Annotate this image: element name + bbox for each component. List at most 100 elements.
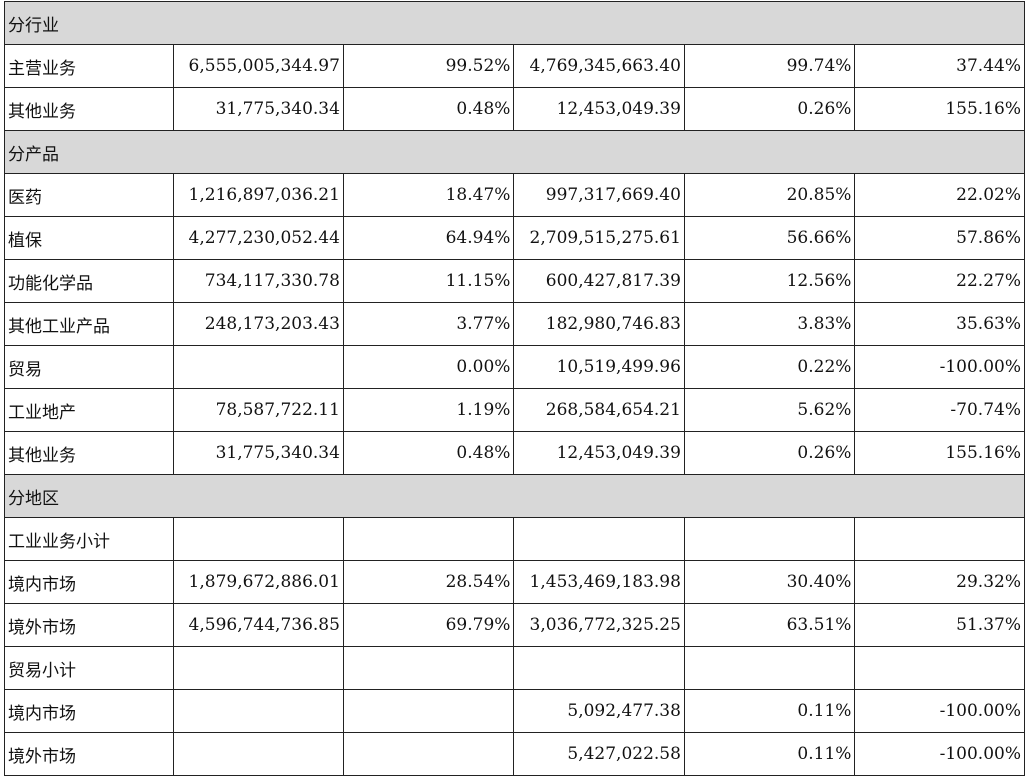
share-cell: 0.48% [342, 431, 515, 475]
change-cell: 22.02% [854, 173, 1025, 217]
prior-amount-cell: 997,317,669.40 [513, 173, 685, 217]
prior-amount-cell: 2,709,515,275.61 [513, 216, 685, 260]
row-label: 贸易 [3, 345, 175, 389]
prior-share-cell: 99.74% [683, 44, 856, 88]
amount-cell [173, 345, 344, 389]
section-header-row: 分行业 [4, 1, 1025, 45]
prior-share-cell: 0.26% [683, 431, 856, 475]
change-cell: -100.00% [854, 732, 1025, 776]
change-cell: 155.16% [854, 87, 1025, 131]
prior-share-cell: 56.66% [683, 216, 856, 260]
row-label: 医药 [3, 173, 175, 217]
amount-cell [173, 646, 344, 690]
amount-cell: 1,216,897,036.21 [173, 173, 344, 217]
table-body: 分行业 主营业务 6,555,005,344.97 99.52% 4,769,345,6… [3, 1, 1025, 776]
table-row: 境外市场 5,427,022.58 0.11% -100.00% [3, 732, 1025, 776]
share-cell: 99.52% [342, 44, 515, 88]
amount-cell: 248,173,203.43 [173, 302, 344, 346]
share-cell: 3.77% [342, 302, 515, 346]
prior-amount-cell: 182,980,746.83 [513, 302, 685, 346]
prior-amount-cell: 4,769,345,663.40 [513, 44, 685, 88]
prior-share-cell [683, 646, 856, 690]
share-cell [342, 517, 515, 561]
share-cell: 11.15% [342, 259, 515, 303]
change-cell: 57.86% [854, 216, 1025, 260]
row-label: 植保 [3, 216, 175, 260]
row-label: 境内市场 [3, 689, 175, 733]
table-row: 其他业务 31,775,340.34 0.48% 12,453,049.39 0.26%… [3, 431, 1025, 475]
section-header-row: 分产品 [4, 130, 1025, 174]
section-title: 分行业 [4, 1, 1025, 45]
table-row: 境外市场 4,596,744,736.85 69.79% 3,036,772,325.… [3, 603, 1025, 647]
change-cell: 29.32% [854, 560, 1025, 604]
row-label: 境内市场 [3, 560, 175, 604]
share-cell: 0.48% [342, 87, 515, 131]
prior-share-cell: 20.85% [683, 173, 856, 217]
amount-cell: 4,596,744,736.85 [173, 603, 344, 647]
prior-share-cell: 5.62% [683, 388, 856, 432]
row-label: 其他工业产品 [3, 302, 175, 346]
share-cell: 69.79% [342, 603, 515, 647]
prior-share-cell: 12.56% [683, 259, 856, 303]
row-label: 其他业务 [3, 431, 175, 475]
change-cell: -70.74% [854, 388, 1025, 432]
amount-cell: 31,775,340.34 [173, 87, 344, 131]
share-cell: 28.54% [342, 560, 515, 604]
row-label: 功能化学品 [3, 259, 175, 303]
table-row: 工业地产 78,587,722.11 1.19% 268,584,654.21 5.62… [3, 388, 1025, 432]
share-cell: 18.47% [342, 173, 515, 217]
prior-share-cell [683, 517, 856, 561]
section-title: 分地区 [4, 474, 1025, 518]
change-cell: -100.00% [854, 345, 1025, 389]
row-label: 工业业务小计 [3, 517, 175, 561]
prior-share-cell: 30.40% [683, 560, 856, 604]
change-cell: 35.63% [854, 302, 1025, 346]
share-cell: 1.19% [342, 388, 515, 432]
prior-amount-cell [513, 646, 685, 690]
share-cell: 0.00% [342, 345, 515, 389]
prior-share-cell: 0.11% [683, 732, 856, 776]
prior-share-cell: 0.22% [683, 345, 856, 389]
table-row: 境内市场 5,092,477.38 0.11% -100.00% [3, 689, 1025, 733]
prior-share-cell: 63.51% [683, 603, 856, 647]
table-row: 功能化学品 734,117,330.78 11.15% 600,427,817.39 1… [3, 259, 1025, 303]
amount-cell [173, 517, 344, 561]
prior-amount-cell: 12,453,049.39 [513, 87, 685, 131]
amount-cell: 1,879,672,886.01 [173, 560, 344, 604]
row-label: 其他业务 [3, 87, 175, 131]
section-title: 分产品 [4, 130, 1025, 174]
prior-share-cell: 0.11% [683, 689, 856, 733]
amount-cell: 31,775,340.34 [173, 431, 344, 475]
share-cell [342, 732, 515, 776]
prior-amount-cell: 600,427,817.39 [513, 259, 685, 303]
prior-share-cell: 0.26% [683, 87, 856, 131]
table-row: 医药 1,216,897,036.21 18.47% 997,317,669.40 20… [3, 173, 1025, 217]
row-label: 贸易小计 [3, 646, 175, 690]
table-row: 植保 4,277,230,052.44 64.94% 2,709,515,275.61… [3, 216, 1025, 260]
amount-cell: 78,587,722.11 [173, 388, 344, 432]
row-label: 主营业务 [3, 44, 175, 88]
table-row: 其他业务 31,775,340.34 0.48% 12,453,049.39 0.26%… [3, 87, 1025, 131]
table-row: 其他工业产品 248,173,203.43 3.77% 182,980,746.83 3… [3, 302, 1025, 346]
prior-share-cell: 3.83% [683, 302, 856, 346]
table-row: 主营业务 6,555,005,344.97 99.52% 4,769,345,663.… [3, 44, 1025, 88]
prior-amount-cell: 268,584,654.21 [513, 388, 685, 432]
change-cell: 51.37% [854, 603, 1025, 647]
amount-cell: 4,277,230,052.44 [173, 216, 344, 260]
prior-amount-cell: 3,036,772,325.25 [513, 603, 685, 647]
table-row: 境内市场 1,879,672,886.01 28.54% 1,453,469,183.… [3, 560, 1025, 604]
change-cell: -100.00% [854, 689, 1025, 733]
change-cell: 155.16% [854, 431, 1025, 475]
row-label: 境外市场 [3, 732, 175, 776]
amount-cell: 6,555,005,344.97 [173, 44, 344, 88]
prior-amount-cell: 1,453,469,183.98 [513, 560, 685, 604]
table-row: 工业业务小计 [3, 517, 1025, 561]
share-cell [342, 646, 515, 690]
share-cell [342, 689, 515, 733]
change-cell [854, 646, 1025, 690]
amount-cell [173, 689, 344, 733]
change-cell [854, 517, 1025, 561]
prior-amount-cell: 5,092,477.38 [513, 689, 685, 733]
share-cell: 64.94% [342, 216, 515, 260]
